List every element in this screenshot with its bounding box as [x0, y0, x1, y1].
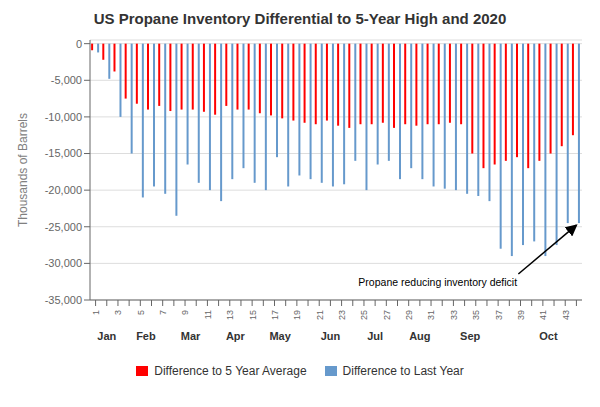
- svg-text:43: 43: [561, 310, 571, 320]
- svg-text:25: 25: [359, 310, 369, 320]
- svg-text:Thousands of Barrels: Thousands of Barrels: [16, 113, 30, 227]
- html-text:Difference to 5 Year Average: Difference to 5 Year Average: [154, 364, 307, 378]
- svg-text:37: 37: [494, 310, 504, 320]
- svg-text:39: 39: [516, 310, 526, 320]
- svg-text:13: 13: [225, 310, 235, 320]
- svg-text:-25,000: -25,000: [45, 221, 82, 233]
- svg-text:3: 3: [113, 310, 123, 315]
- svg-text:19: 19: [292, 310, 302, 320]
- svg-text:33: 33: [449, 310, 459, 320]
- svg-text:41: 41: [538, 310, 548, 320]
- svg-text:35: 35: [471, 310, 481, 320]
- html-text:Difference to Last Year: Difference to Last Year: [342, 364, 464, 378]
- svg-text:-35,000: -35,000: [45, 294, 82, 306]
- svg-text:Apr: Apr: [226, 330, 246, 342]
- svg-text:29: 29: [404, 310, 414, 320]
- svg-text:17: 17: [270, 310, 280, 320]
- svg-text:Aug: Aug: [409, 330, 430, 342]
- svg-text:27: 27: [382, 310, 392, 320]
- svg-text:11: 11: [203, 310, 213, 319]
- svg-text:Mar: Mar: [181, 330, 201, 342]
- svg-text:-5,000: -5,000: [51, 74, 82, 86]
- svg-text:9: 9: [180, 310, 190, 315]
- svg-text:Jul: Jul: [367, 330, 383, 342]
- svg-text:Feb: Feb: [136, 330, 156, 342]
- svg-text:Jun: Jun: [321, 330, 341, 342]
- svg-text:May: May: [269, 330, 291, 342]
- svg-text:-15,000: -15,000: [45, 147, 82, 159]
- svg-text:-20,000: -20,000: [45, 184, 82, 196]
- svg-text:Jan: Jan: [97, 330, 116, 342]
- svg-text:1: 1: [91, 310, 101, 315]
- svg-text:Oct: Oct: [539, 330, 558, 342]
- svg-text:7: 7: [158, 310, 168, 315]
- svg-text:31: 31: [426, 310, 436, 320]
- svg-text:0: 0: [76, 38, 82, 50]
- svg-text:5: 5: [136, 310, 146, 315]
- svg-text:Sep: Sep: [460, 330, 480, 342]
- svg-text:-10,000: -10,000: [45, 111, 82, 123]
- svg-text:23: 23: [337, 310, 347, 320]
- svg-text:15: 15: [248, 310, 258, 320]
- svg-text:21: 21: [315, 310, 325, 320]
- svg-text:-30,000: -30,000: [45, 257, 82, 269]
- svg-text:Propane reducing inventory def: Propane reducing inventory deficit: [358, 276, 517, 288]
- html-text:US Propane Inventory Different: US Propane Inventory Differential to 5-Y…: [93, 10, 507, 27]
